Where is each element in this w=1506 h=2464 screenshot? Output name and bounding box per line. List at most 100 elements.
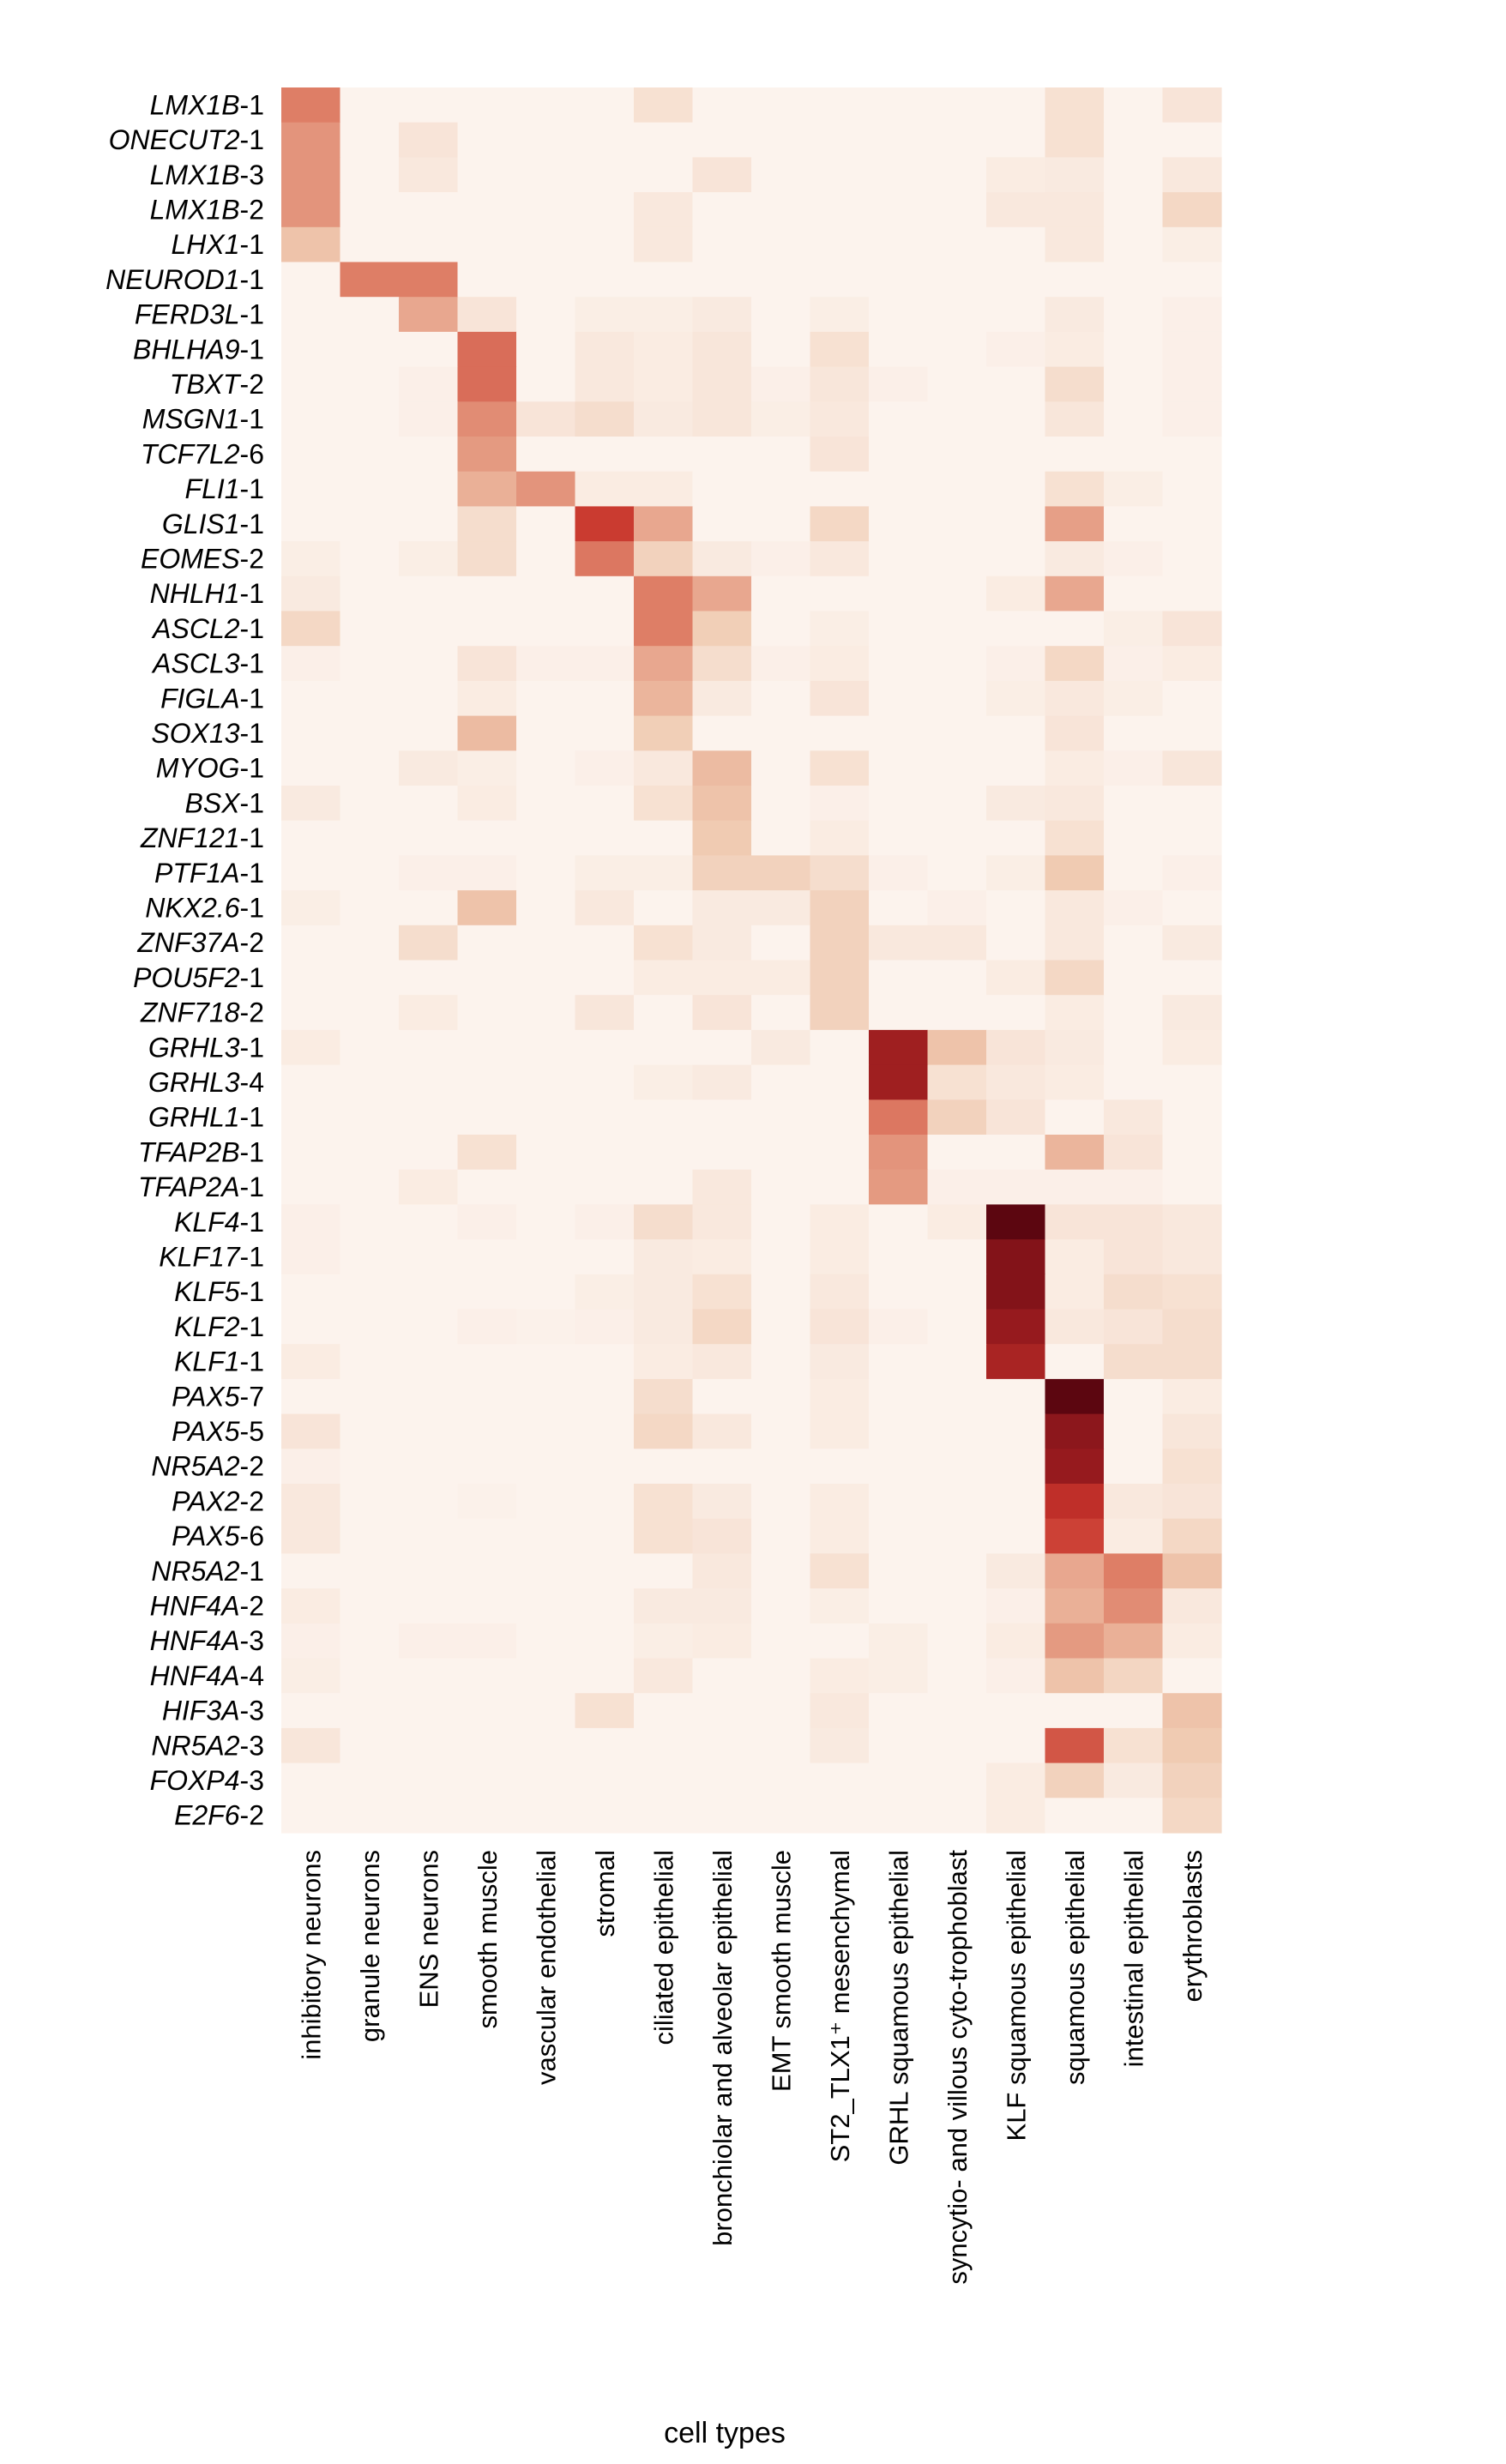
heatmap-cell (810, 1762, 870, 1798)
heatmap-cell (516, 401, 576, 437)
heatmap-cell (575, 1344, 635, 1380)
heatmap-cell (1045, 1727, 1105, 1764)
row-label: HNF4A-2 (150, 1590, 264, 1621)
heatmap-cell (1045, 575, 1105, 612)
heatmap-cell (634, 1099, 694, 1136)
heatmap-cell (1162, 401, 1222, 437)
row-label-suffix: -2 (240, 997, 264, 1028)
heatmap-cell (1045, 1798, 1105, 1834)
column-label: ENS neurons (413, 1850, 443, 2008)
heatmap-cell (281, 1309, 341, 1345)
row-label: BSX-1 (185, 787, 264, 818)
heatmap-cell (1045, 1693, 1105, 1729)
heatmap-cell (281, 1029, 341, 1066)
heatmap-cell (516, 855, 576, 891)
heatmap-cell (575, 1064, 635, 1100)
heatmap-cell (810, 1658, 870, 1694)
heatmap-cell (1045, 1029, 1105, 1066)
heatmap-cell (869, 1413, 929, 1449)
heatmap-cell (1162, 1484, 1222, 1520)
heatmap-cell (516, 1344, 576, 1380)
heatmap-cell (575, 226, 635, 263)
heatmap-cell (986, 1623, 1046, 1660)
heatmap-cell (281, 1484, 341, 1520)
heatmap-cell (575, 331, 635, 368)
heatmap-cell (634, 1029, 694, 1066)
heatmap-cell (457, 1378, 517, 1415)
heatmap-cell (1104, 1693, 1164, 1729)
heatmap-cell (810, 1727, 870, 1764)
row-label-gene: KLF5 (174, 1276, 240, 1307)
row-label: GRHL3-1 (148, 1032, 264, 1063)
heatmap-cell (516, 1518, 576, 1554)
heatmap-cell (751, 1413, 811, 1449)
heatmap-cell (810, 297, 870, 333)
heatmap-cell (516, 820, 576, 856)
heatmap-cell (575, 506, 635, 542)
heatmap-cell (751, 1064, 811, 1100)
heatmap-cell (1045, 87, 1105, 124)
row-label-suffix: -1 (240, 89, 264, 120)
heatmap-cell (692, 192, 752, 228)
heatmap-cell (1104, 1344, 1164, 1380)
heatmap-cell (810, 1309, 870, 1345)
heatmap-cell (986, 1588, 1046, 1624)
heatmap-cell (281, 960, 341, 996)
heatmap-cell (634, 262, 694, 298)
heatmap-cell (634, 995, 694, 1031)
heatmap-cell (516, 1484, 576, 1520)
heatmap-cell (869, 820, 929, 856)
heatmap-cell (1045, 1518, 1105, 1554)
heatmap-cell (1104, 331, 1164, 368)
heatmap-cell (810, 541, 870, 577)
heatmap-cell (692, 1064, 752, 1100)
heatmap-cell (692, 1274, 752, 1310)
heatmap-cell (281, 575, 341, 612)
heatmap-cell (986, 541, 1046, 577)
heatmap-cell (575, 471, 635, 507)
row-label-gene: TFAP2B (138, 1136, 240, 1167)
heatmap-cell (927, 575, 987, 612)
heatmap-cell (1104, 1518, 1164, 1554)
row-label: TCF7L2-6 (141, 438, 264, 469)
heatmap-cell (457, 1484, 517, 1520)
row-label-suffix: -1 (240, 1276, 264, 1307)
heatmap-cell (516, 1449, 576, 1485)
heatmap-cell (457, 157, 517, 193)
heatmap-cell (751, 1378, 811, 1415)
heatmap-cell (1045, 1099, 1105, 1136)
heatmap-cell (281, 750, 341, 786)
row-label-suffix: -3 (240, 1696, 264, 1726)
heatmap-cell (281, 262, 341, 298)
heatmap-cell (457, 575, 517, 612)
heatmap-cell (1045, 611, 1105, 647)
heatmap-cell (986, 995, 1046, 1031)
row-label-gene: NEUROD1 (105, 264, 239, 295)
heatmap-cell (869, 157, 929, 193)
heatmap-cell (1162, 1309, 1222, 1345)
heatmap-cell (1162, 506, 1222, 542)
heatmap-cell (986, 437, 1046, 473)
heatmap-cell (810, 1239, 870, 1275)
heatmap-cell (634, 541, 694, 577)
heatmap-cell (1162, 750, 1222, 786)
heatmap-cell (340, 1274, 400, 1310)
heatmap-cell (457, 1762, 517, 1798)
heatmap-cell (810, 820, 870, 856)
row-label-gene: FIGLA (160, 683, 239, 714)
heatmap-cell (869, 366, 929, 402)
heatmap-cell (1162, 87, 1222, 124)
row-label: PTF1A-1 (154, 858, 264, 889)
heatmap-cell (516, 995, 576, 1031)
heatmap-cell (634, 1449, 694, 1485)
heatmap-cell (1104, 1204, 1164, 1240)
heatmap-cell (1162, 890, 1222, 926)
heatmap-cell (1104, 366, 1164, 402)
heatmap-cell (399, 331, 459, 368)
heatmap-cell (810, 192, 870, 228)
heatmap-cell (986, 157, 1046, 193)
heatmap-cell (575, 1727, 635, 1764)
heatmap-cell (810, 1623, 870, 1660)
heatmap-cell (457, 1449, 517, 1485)
heatmap-cell (986, 646, 1046, 682)
